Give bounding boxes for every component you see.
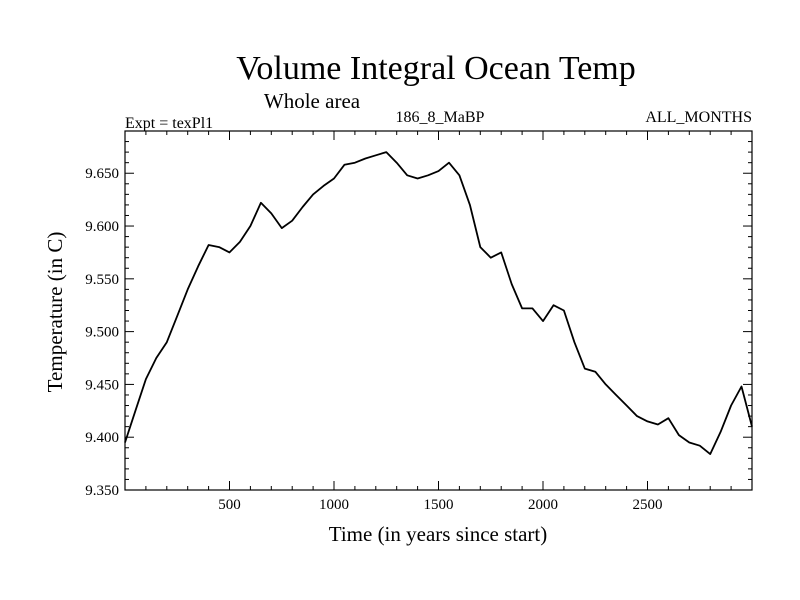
y-tick-label: 9.350 [85,483,119,499]
y-tick-label: 9.450 [85,377,119,393]
x-tick-label: 2000 [528,497,558,513]
chart-subtitle: Whole area [264,89,361,113]
series-line [124,151,753,456]
x-tick-label: 1000 [319,497,349,513]
y-tick-label: 9.650 [85,166,119,182]
y-tick-label: 9.400 [85,430,119,446]
x-tick-label: 2500 [633,497,663,513]
period-label: 186_8_MaBP [396,109,485,126]
y-tick-label: 9.550 [85,272,119,288]
y-axis-label: Temperature (in C) [43,232,67,393]
x-tick-label: 500 [218,497,241,513]
x-axis-label: Time (in years since start) [329,522,548,546]
y-tick-label: 9.600 [85,219,119,235]
plot-area: 500 1000 1500 2000 2500 9.350 9.400 9.450 9.500 9… [85,130,753,513]
experiment-label: Expt = texPl1 [125,115,213,132]
x-tick-label: 1500 [424,497,454,513]
y-tick-label: 9.500 [85,325,119,341]
chart-title: Volume Integral Ocean Temp [236,50,636,87]
months-label: ALL_MONTHS [645,109,752,126]
plot-frame [124,130,753,491]
